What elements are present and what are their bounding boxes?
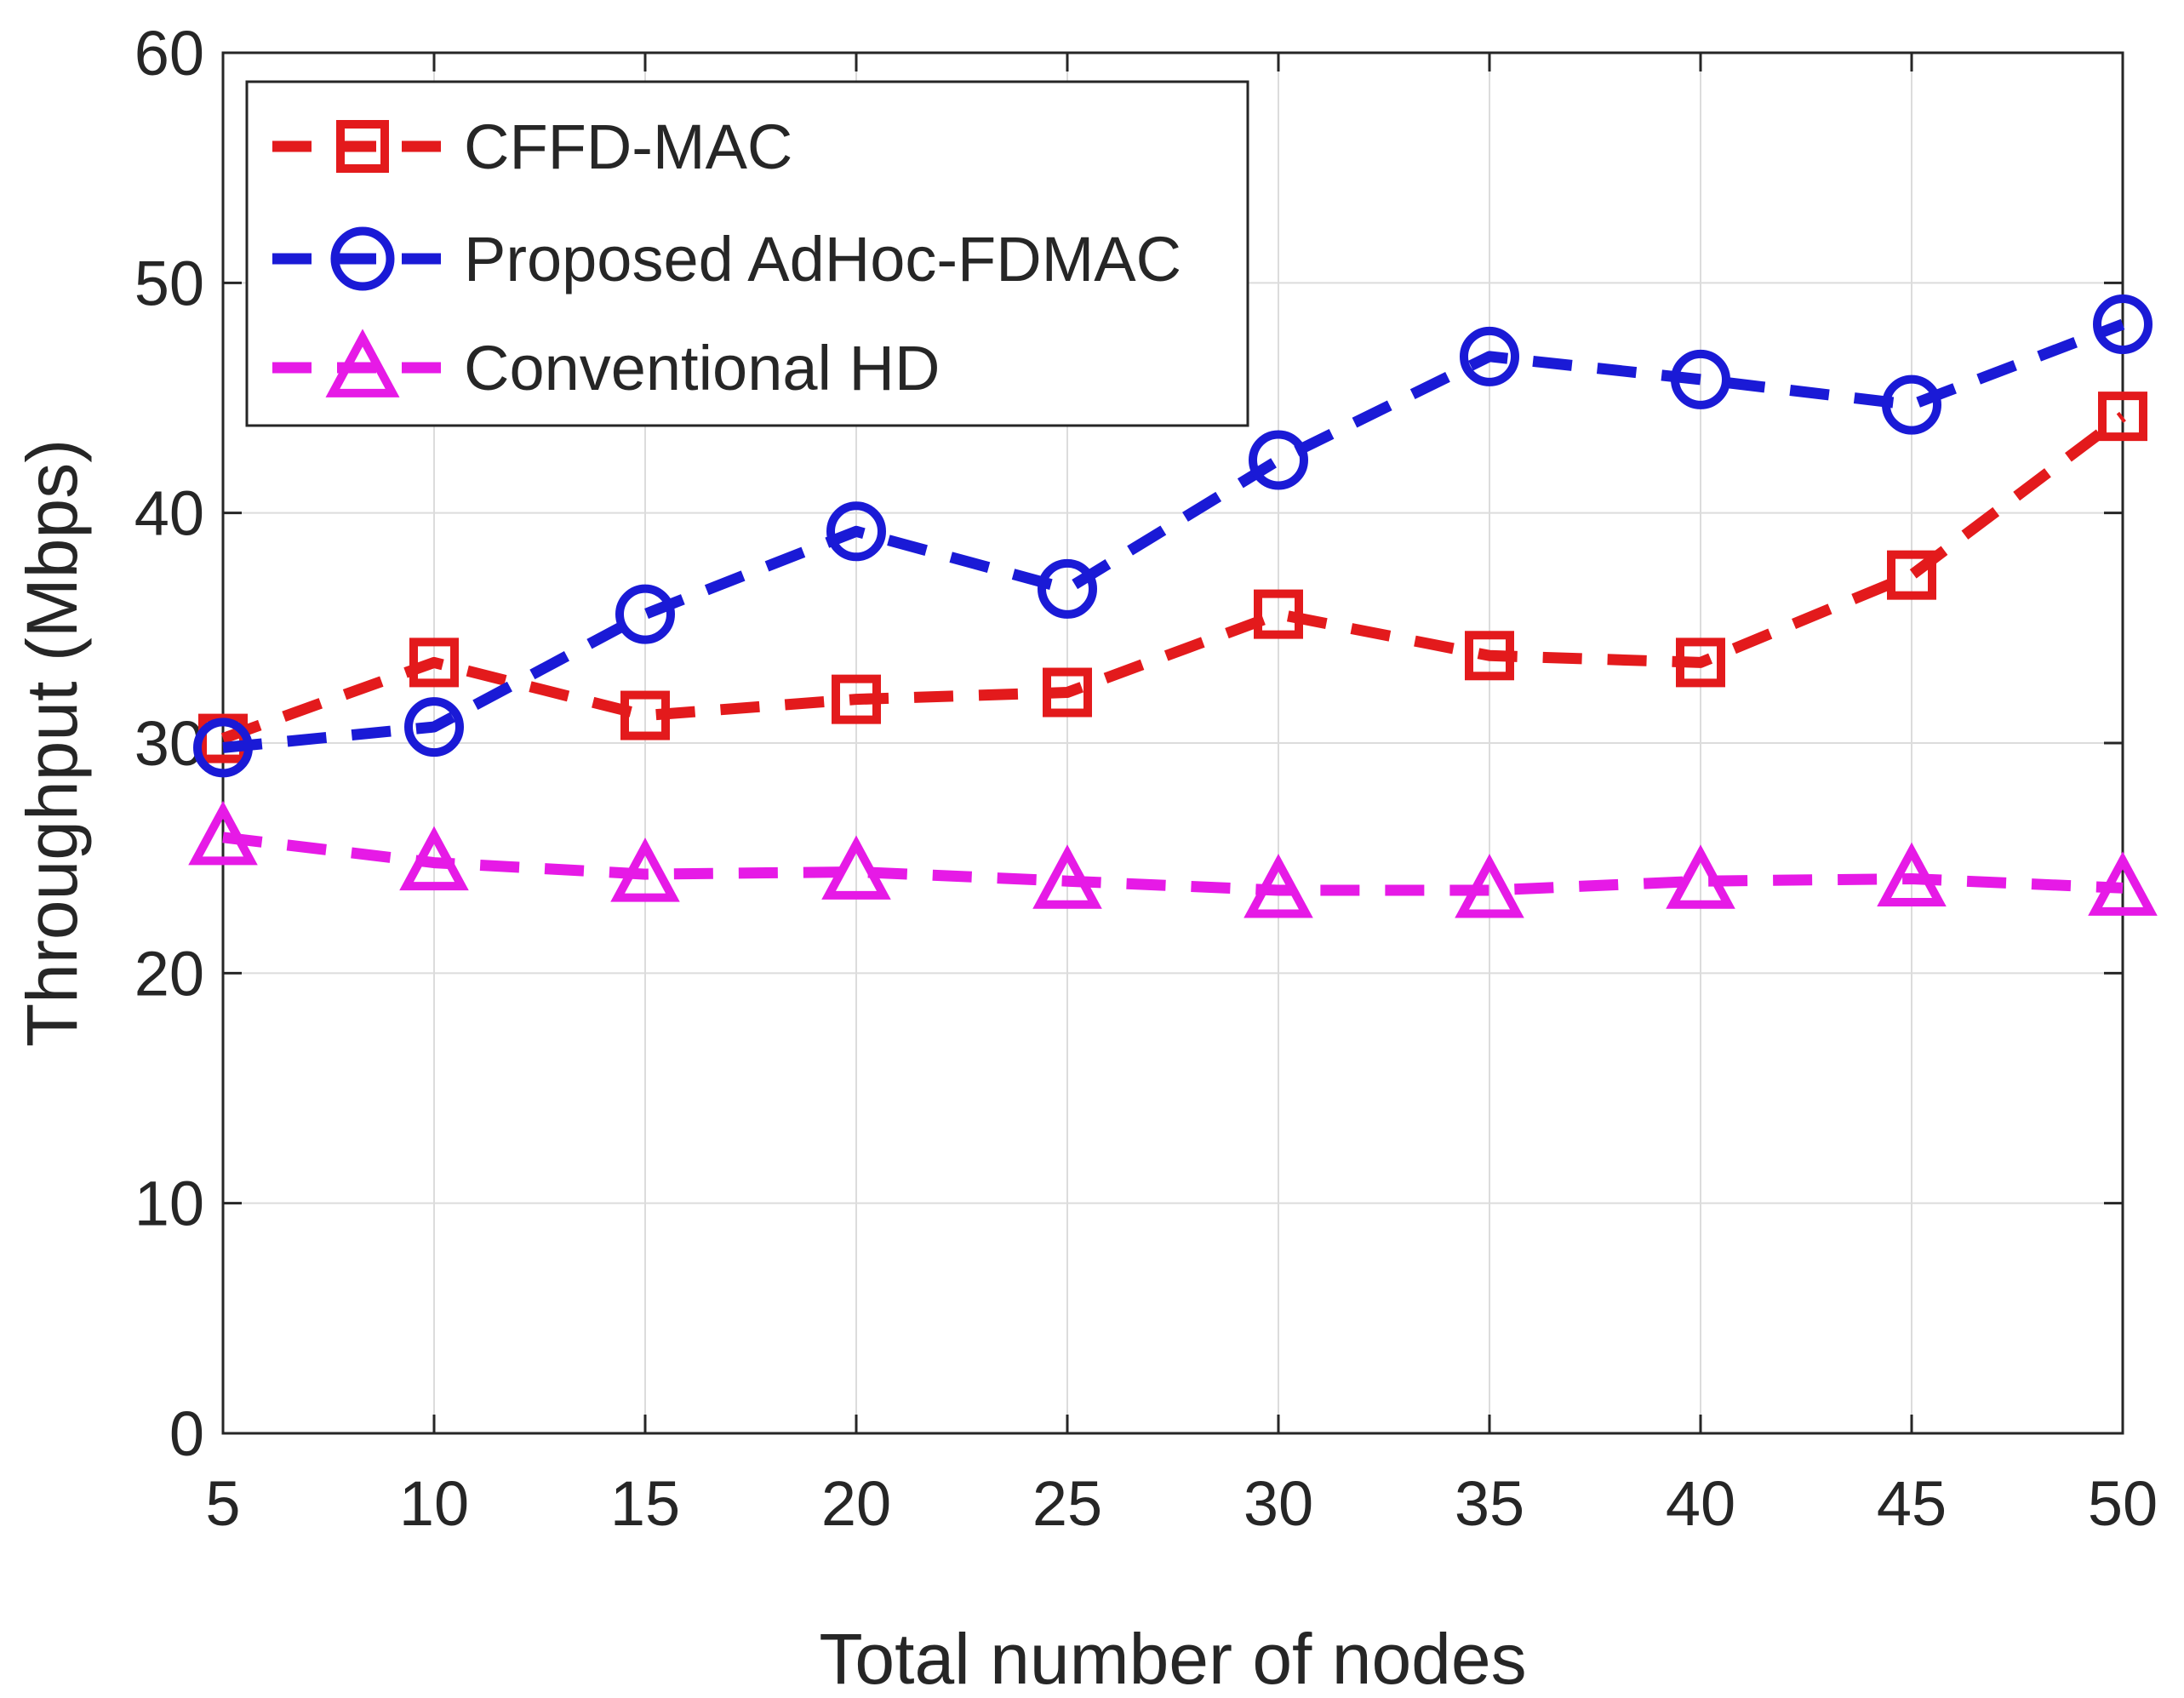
legend: CFFD-MAC Proposed AdHoc-FDMAC Conventional… xyxy=(245,80,1249,427)
data-point-square xyxy=(1043,667,1092,718)
data-point-square xyxy=(1676,637,1725,688)
series-line xyxy=(220,411,2126,744)
x-tick-label: 50 xyxy=(2088,1468,2158,1539)
series-square xyxy=(198,392,2147,763)
legend-marker-square xyxy=(336,120,389,173)
data-point-triangle xyxy=(821,835,891,900)
series-line xyxy=(222,318,2125,753)
data-point-circle xyxy=(1249,430,1308,490)
x-tick-label: 10 xyxy=(399,1468,469,1539)
y-tick-label: 40 xyxy=(134,478,204,549)
data-point-triangle xyxy=(610,838,680,902)
data-point-circle xyxy=(615,584,675,644)
data-point-square xyxy=(1887,550,1936,600)
data-point-square xyxy=(2098,392,2147,442)
data-point-circle xyxy=(404,697,464,758)
x-tick-label: 45 xyxy=(1877,1468,1947,1539)
data-point-square xyxy=(1465,631,1514,681)
series-triangle xyxy=(188,800,2158,918)
data-point-circle xyxy=(2093,294,2153,354)
data-point-triangle xyxy=(188,800,258,866)
x-tick-label: 25 xyxy=(1032,1468,1102,1539)
legend-marker-circle xyxy=(330,226,395,291)
y-tick-label: 0 xyxy=(169,1398,204,1469)
y-tick-label: 50 xyxy=(134,248,204,318)
y-tick-label: 20 xyxy=(134,938,204,1009)
data-point-triangle xyxy=(1666,844,1735,909)
legend-marker-triangle xyxy=(325,329,400,397)
data-point-circle xyxy=(1038,558,1097,619)
y-axis-title: Throughput (Mbps) xyxy=(12,439,92,1047)
data-point-square xyxy=(832,674,881,724)
data-point-triangle xyxy=(2088,851,2158,916)
data-point-triangle xyxy=(1244,854,1313,918)
series-circle xyxy=(193,294,2153,778)
data-point-square xyxy=(1254,589,1303,639)
y-tick-label: 10 xyxy=(134,1169,204,1239)
data-point-triangle xyxy=(1455,854,1524,918)
legend-label: Conventional HD xyxy=(464,333,940,403)
data-point-triangle xyxy=(1032,844,1102,909)
x-tick-label: 30 xyxy=(1244,1468,1313,1539)
legend-label: Proposed AdHoc-FDMAC xyxy=(464,224,1181,294)
y-tick-label: 60 xyxy=(134,18,204,89)
x-tick-label: 35 xyxy=(1455,1468,1524,1539)
x-tick-label: 40 xyxy=(1666,1468,1735,1539)
data-point-triangle xyxy=(399,826,469,891)
series-line xyxy=(222,832,2124,896)
data-point-circle xyxy=(1671,349,1730,409)
data-point-circle xyxy=(1460,326,1519,386)
legend-label: CFFD-MAC xyxy=(464,111,792,182)
data-point-circle xyxy=(826,501,886,562)
data-point-square xyxy=(409,637,459,688)
x-axis-title: Total number of nodes xyxy=(819,1619,1526,1698)
y-tick-label: 30 xyxy=(134,708,204,779)
x-tick-label: 5 xyxy=(205,1468,240,1539)
data-point-circle xyxy=(193,718,253,778)
x-tick-label: 20 xyxy=(821,1468,891,1539)
x-tick-label: 15 xyxy=(610,1468,680,1539)
data-point-circle xyxy=(1882,374,1941,435)
data-point-square xyxy=(620,690,670,740)
series-layer xyxy=(188,294,2158,918)
data-point-triangle xyxy=(1877,842,1947,907)
axis-ticks: 5 10 15 20 25 30 35 40 45 50 0 10 20 30 40 50 60 xyxy=(134,18,2158,1539)
